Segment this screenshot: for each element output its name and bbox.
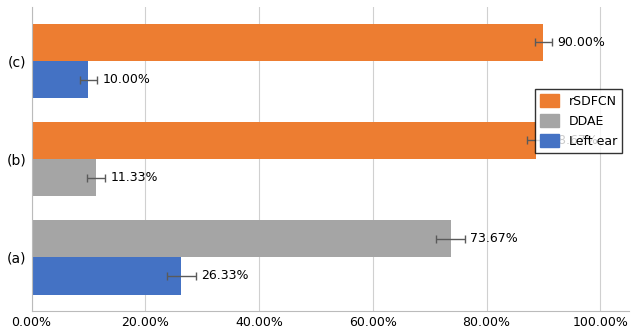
Bar bbox=[31, 24, 543, 61]
Bar bbox=[31, 159, 96, 196]
Bar bbox=[31, 257, 181, 295]
Bar bbox=[31, 61, 88, 98]
Text: 90.00%: 90.00% bbox=[557, 36, 605, 49]
Text: 26.33%: 26.33% bbox=[201, 269, 249, 282]
Text: 73.67%: 73.67% bbox=[470, 232, 518, 245]
Bar bbox=[31, 122, 536, 159]
Text: 10.00%: 10.00% bbox=[102, 73, 150, 86]
Text: 88.67%: 88.67% bbox=[550, 134, 598, 147]
Bar bbox=[31, 220, 451, 257]
Legend: rSDFCN, DDAE, Left ear: rSDFCN, DDAE, Left ear bbox=[536, 89, 623, 153]
Text: 11.33%: 11.33% bbox=[110, 171, 157, 184]
